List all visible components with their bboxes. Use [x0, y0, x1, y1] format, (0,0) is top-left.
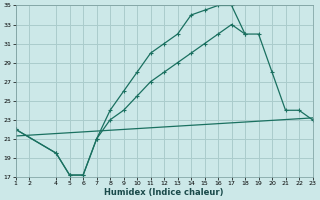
X-axis label: Humidex (Indice chaleur): Humidex (Indice chaleur) [104, 188, 224, 197]
